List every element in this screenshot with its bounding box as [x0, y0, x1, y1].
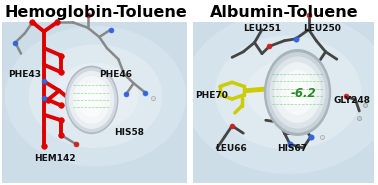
- Ellipse shape: [73, 76, 110, 124]
- Ellipse shape: [215, 36, 361, 149]
- FancyBboxPatch shape: [2, 22, 187, 183]
- Ellipse shape: [280, 70, 315, 115]
- Text: Albumin-Toluene: Albumin-Toluene: [210, 5, 359, 20]
- Ellipse shape: [84, 90, 100, 110]
- Ellipse shape: [53, 63, 138, 130]
- Text: Hemoglobin-Toluene: Hemoglobin-Toluene: [4, 5, 187, 20]
- Ellipse shape: [66, 67, 117, 132]
- Text: PHE46: PHE46: [99, 70, 132, 79]
- FancyBboxPatch shape: [193, 22, 374, 183]
- Text: HEM142: HEM142: [34, 154, 76, 163]
- Ellipse shape: [266, 52, 329, 133]
- Text: LEU66: LEU66: [215, 144, 247, 153]
- Text: HIS67: HIS67: [277, 144, 307, 153]
- Text: -6.2: -6.2: [290, 87, 316, 100]
- Text: HIS58: HIS58: [115, 128, 144, 137]
- Text: LEU251: LEU251: [243, 24, 281, 33]
- Ellipse shape: [183, 11, 378, 174]
- Ellipse shape: [69, 71, 114, 129]
- Ellipse shape: [264, 49, 331, 136]
- Text: LEU250: LEU250: [303, 24, 341, 33]
- Ellipse shape: [246, 60, 330, 125]
- Ellipse shape: [270, 56, 325, 129]
- Text: PHE43: PHE43: [8, 70, 41, 79]
- Ellipse shape: [5, 26, 186, 166]
- Text: GLY248: GLY248: [333, 96, 370, 105]
- Ellipse shape: [78, 83, 105, 117]
- Ellipse shape: [287, 80, 308, 105]
- Ellipse shape: [274, 62, 321, 123]
- Text: PHE70: PHE70: [195, 91, 228, 100]
- Ellipse shape: [29, 44, 162, 148]
- Ellipse shape: [65, 66, 118, 134]
